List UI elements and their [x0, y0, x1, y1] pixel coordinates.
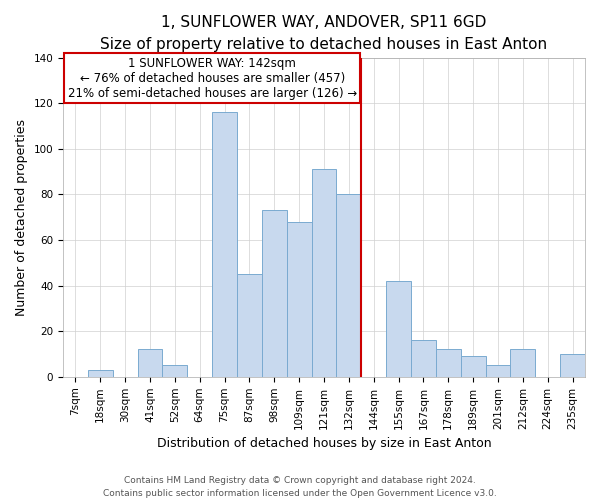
Text: 1 SUNFLOWER WAY: 142sqm
← 76% of detached houses are smaller (457)
21% of semi-d: 1 SUNFLOWER WAY: 142sqm ← 76% of detache…	[68, 56, 357, 100]
Bar	[411, 340, 436, 377]
Bar	[262, 210, 287, 377]
Bar	[311, 170, 337, 377]
Bar	[511, 350, 535, 377]
Bar	[436, 350, 461, 377]
X-axis label: Distribution of detached houses by size in East Anton: Distribution of detached houses by size …	[157, 437, 491, 450]
Bar	[88, 370, 113, 377]
Bar	[287, 222, 311, 377]
Bar	[137, 350, 163, 377]
Bar	[485, 366, 511, 377]
Y-axis label: Number of detached properties: Number of detached properties	[15, 118, 28, 316]
Bar	[386, 281, 411, 377]
Title: 1, SUNFLOWER WAY, ANDOVER, SP11 6GD
Size of property relative to detached houses: 1, SUNFLOWER WAY, ANDOVER, SP11 6GD Size…	[100, 15, 548, 52]
Bar	[461, 356, 485, 377]
Bar	[337, 194, 361, 377]
Bar	[237, 274, 262, 377]
Bar	[212, 112, 237, 377]
Bar	[560, 354, 585, 377]
Bar	[163, 366, 187, 377]
Text: Contains HM Land Registry data © Crown copyright and database right 2024.
Contai: Contains HM Land Registry data © Crown c…	[103, 476, 497, 498]
